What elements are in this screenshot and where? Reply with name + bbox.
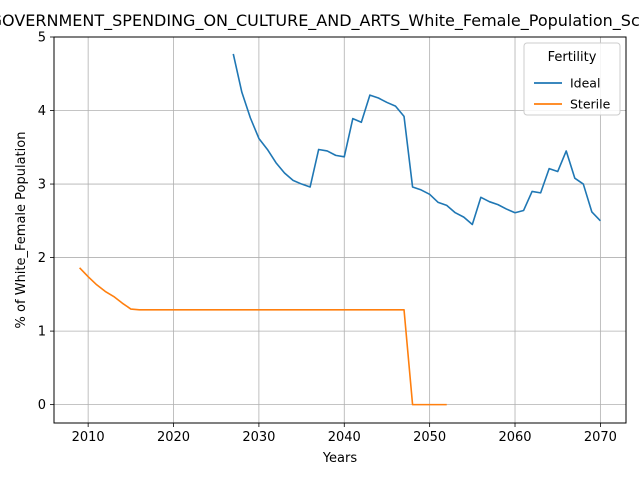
y-tick-label: 5 [38,31,46,46]
y-axis-label: % of White_Female Population [14,132,29,329]
y-tick-label: 4 [38,104,46,119]
axis-ticks: 2010 2020 2030 2040 2050 2060 2070 0 1 2 3 4 5 [38,31,617,446]
chart-title: GOVERNMENT_SPENDING_ON_CULTURE_AND_ARTS_… [0,11,640,31]
y-tick-label: 1 [38,325,46,340]
x-tick-label: 2070 [584,430,617,445]
y-tick-label: 3 [38,178,46,193]
legend-title: Fertility [548,50,597,65]
series-line-ideal [232,53,601,226]
x-tick-label: 2020 [157,430,190,445]
x-tick-label: 2050 [413,430,446,445]
x-tick-label: 2030 [242,430,275,445]
legend: Fertility Ideal Sterile [523,42,621,116]
legend-box [523,42,621,116]
legend-label-sterile: Sterile [570,97,611,112]
x-tick-label: 2010 [72,430,105,445]
y-tick-label: 2 [38,251,46,266]
series-layer [79,53,601,406]
plot-frame [53,36,627,424]
x-axis-label: Years [322,451,358,466]
series-line-sterile [79,267,447,406]
x-tick-label: 2060 [498,430,531,445]
y-tick-label: 0 [38,398,46,413]
legend-label-ideal: Ideal [570,76,600,91]
grid-lines [54,36,626,423]
x-tick-label: 2040 [328,430,361,445]
